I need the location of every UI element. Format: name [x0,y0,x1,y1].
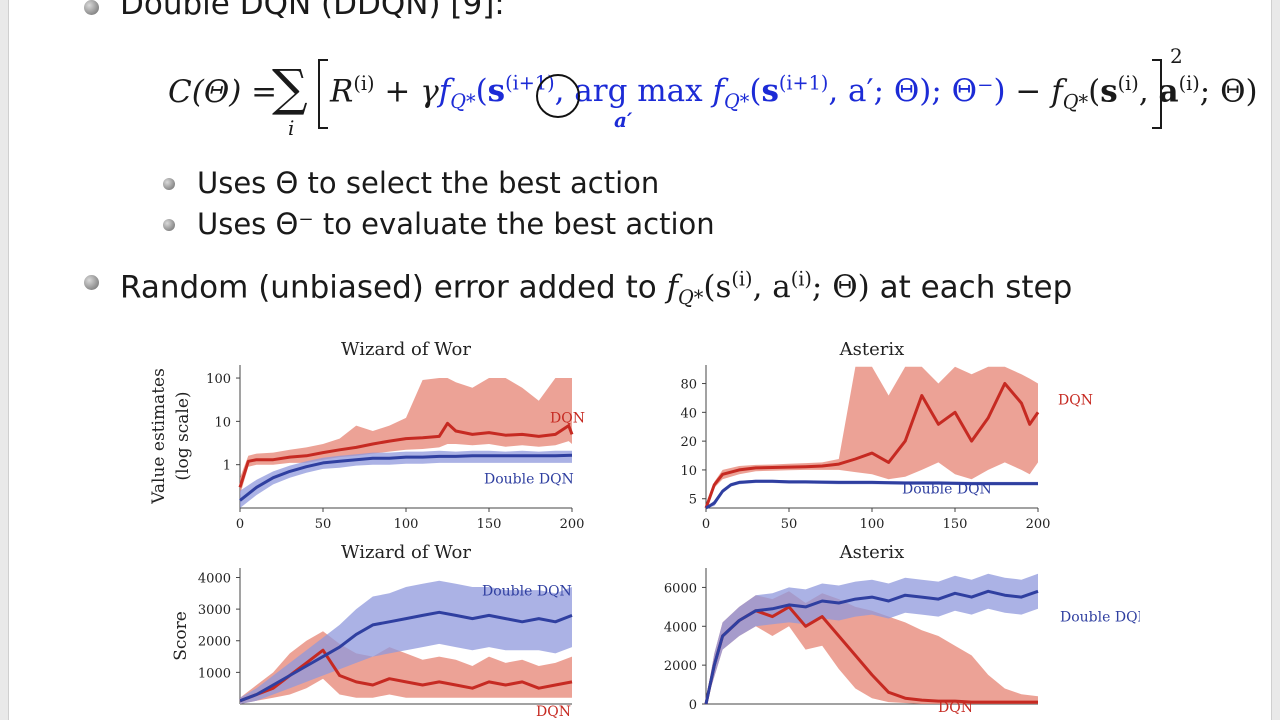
formula-lhs: C(Θ) = [168,74,278,110]
sub-bullet-evaluate: Uses Θ⁻ to evaluate the best action [197,207,715,241]
chart-title-2: Wizard of Wor [341,542,471,563]
series-label-1-1: Double DQN [902,482,992,498]
y-tick-label-1-1: 10 [680,464,697,479]
annotation-circle [536,74,580,118]
right-bracket [1152,59,1162,129]
y-tick-label-2-2: 3000 [198,603,231,618]
band-2-1 [240,580,572,704]
chart-title-0: Wizard of Wor [341,339,471,360]
y-tick-label-1-4: 80 [680,378,697,393]
y-tick-label-3-1: 2000 [664,659,697,674]
x-tick-label-0-3: 150 [477,517,502,532]
formula-body: R(i) + γfQ*(s(i+1), arg max fQ*(s(i+1), … [330,72,1258,114]
y-tick-label-2-1: 2000 [198,635,231,650]
y-tick-label-3-3: 6000 [664,581,697,596]
x-tick-label-1-4: 200 [1026,517,1051,532]
random-error-line: Random (unbiased) error added to fQ*(s(i… [120,268,1073,310]
ddqn-loss-formula: C(Θ) = ∑ i R(i) + γfQ*(s(i+1), arg max f… [168,44,1258,150]
series-label-2-0: DQN [536,704,571,720]
x-tick-label-0-4: 200 [560,517,585,532]
series-label-3-0: DQN [938,700,973,716]
band-0-1 [240,450,572,508]
x-tick-label-0-0: 0 [236,517,244,532]
ddqn-results-figure: Value estimates (log scale) Score Wizard of… [149,339,1140,720]
series-line-1-0 [704,382,1040,509]
y-tick-label-3-0: 0 [689,698,697,713]
series-label-1-0: DQN [1058,392,1093,408]
chart-title-1: Asterix [839,339,905,360]
sum-index: i [288,116,295,140]
ylabel-log-scale: (log scale) [173,391,193,480]
series-line-2-1 [239,610,573,703]
series-label-0-0: DQN [550,410,585,426]
sub-bullet-icon [163,178,175,190]
band-1-0 [706,366,1038,508]
left-bracket [318,59,328,129]
square-exponent: 2 [1170,44,1183,68]
y-tick-label-0-1: 10 [214,415,231,430]
sub-bullet-select: Uses Θ to select the best action [197,166,660,200]
y-tick-label-2-0: 1000 [198,666,231,681]
x-tick-label-1-3: 150 [943,517,968,532]
series-line-0-0 [238,421,574,488]
x-tick-label-0-2: 100 [394,517,419,532]
bullet-icon [84,275,99,290]
series-line-1-1 [705,479,1038,510]
ylabel-score: Score [171,611,191,661]
series-label-3-1: Double DQN [1060,609,1140,625]
y-tick-label-0-2: 100 [206,372,231,387]
chart-title-3: Asterix [839,542,905,563]
x-tick-label-1-0: 0 [702,517,710,532]
y-tick-label-2-3: 4000 [198,571,231,586]
y-tick-label-1-2: 20 [680,435,697,450]
y-tick-label-3-2: 4000 [664,620,697,635]
series-line-3-1 [704,589,1039,705]
right-window-edge [1271,0,1280,720]
y-tick-label-1-0: 5 [689,493,697,508]
sub-bullet-icon [163,219,175,231]
band-0-0 [240,378,572,495]
argmax-subscript: a′ [614,108,633,132]
slide-heading: Double DQN (DDQN) [9]: [120,0,505,22]
sum-symbol: ∑ [272,59,308,117]
series-label-2-1: Double DQN [482,583,572,599]
x-tick-label-1-2: 100 [860,517,885,532]
x-tick-label-1-1: 50 [781,517,798,532]
x-tick-label-0-1: 50 [315,517,332,532]
y-tick-label-1-3: 40 [680,406,697,421]
series-line-0-1 [239,453,573,502]
ylabel-value-estimates: Value estimates [149,368,169,505]
bullet-icon [84,0,99,15]
left-window-edge [0,0,9,720]
y-tick-label-0-0: 1 [223,459,231,474]
series-label-0-1: Double DQN [484,471,574,487]
